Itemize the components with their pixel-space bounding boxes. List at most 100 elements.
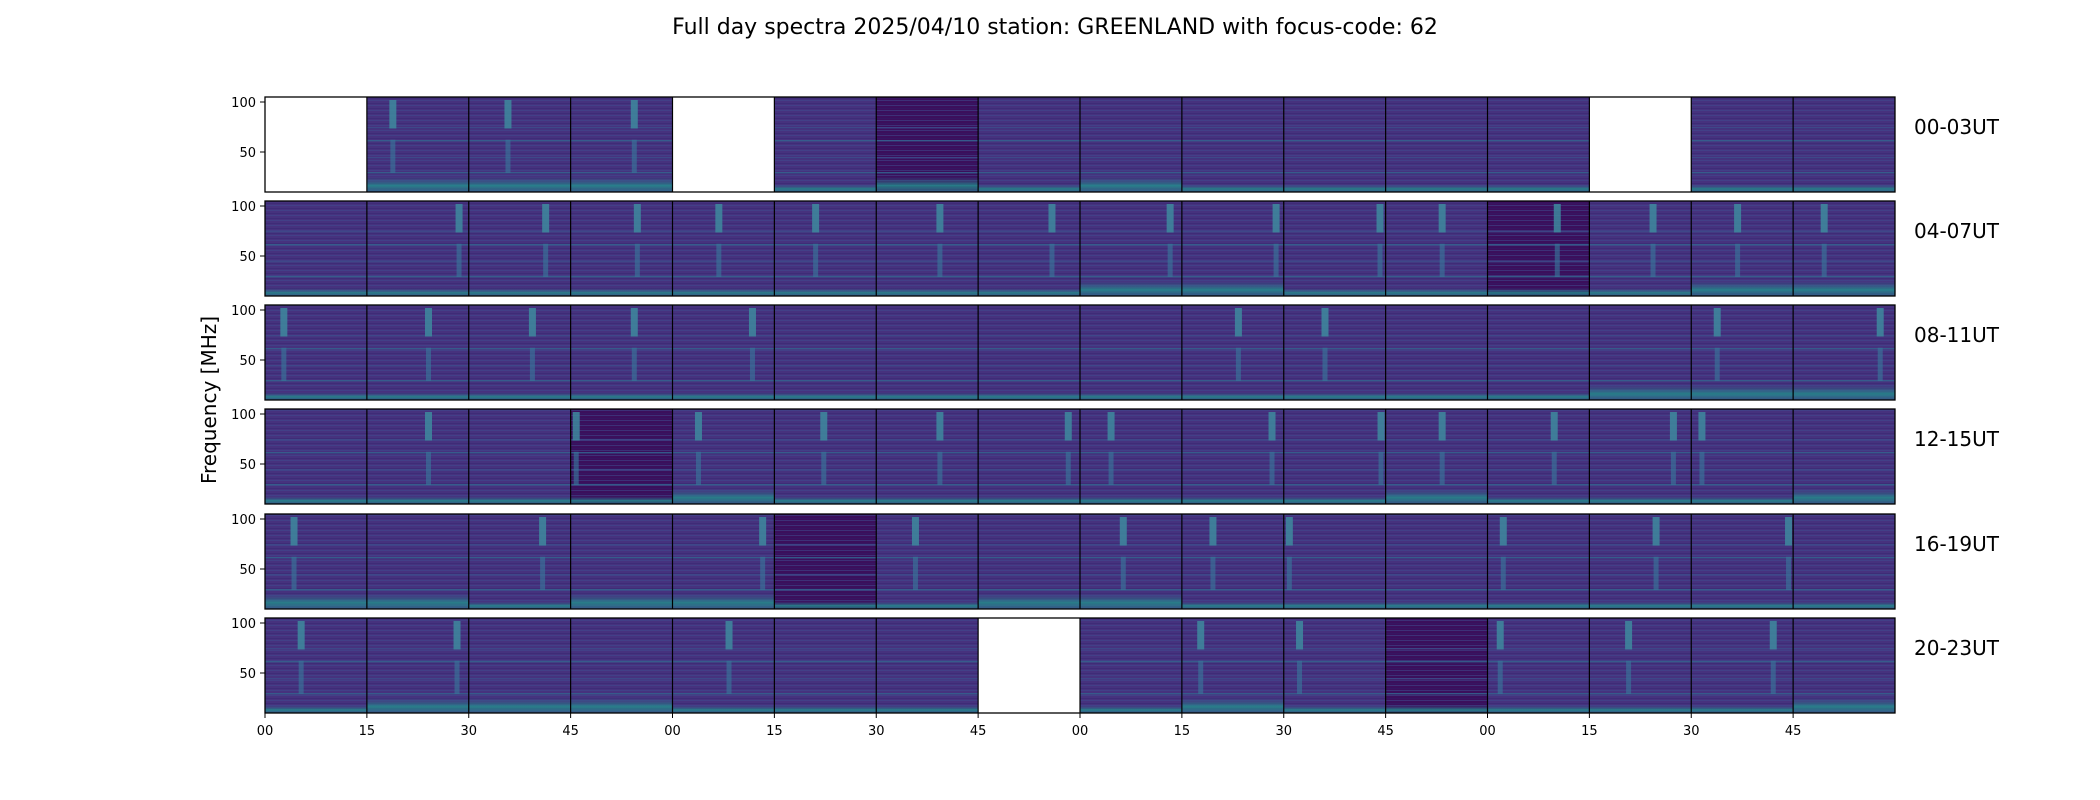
interference-line — [1793, 469, 1895, 471]
spectrum-panel — [1487, 409, 1590, 504]
spectrum-panel — [366, 201, 469, 296]
interference-line — [1691, 127, 1794, 129]
interference-line — [1080, 439, 1182, 441]
interference-line — [978, 365, 1080, 367]
interference-line — [1487, 439, 1590, 441]
spectrum-texture — [1181, 409, 1284, 504]
radio-burst-tail — [1439, 451, 1445, 485]
interference-line — [672, 544, 775, 546]
spectrum-texture — [774, 305, 877, 400]
interference-line — [1181, 380, 1284, 382]
spectrum-texture — [978, 97, 1080, 192]
spectrum-texture — [1385, 618, 1488, 713]
spectrum-panel — [265, 409, 367, 504]
radio-burst — [1438, 204, 1446, 233]
interference-line — [1080, 261, 1182, 263]
interference-line — [876, 661, 979, 663]
radio-burst — [633, 204, 641, 233]
interference-line — [570, 261, 673, 263]
spectrum-panel — [1181, 409, 1284, 504]
spectrum-panel — [1283, 514, 1386, 609]
radio-burst-tail — [1108, 451, 1114, 485]
radio-burst — [1734, 204, 1742, 233]
row-time-label: 00-03UT — [1914, 115, 2000, 139]
low-frequency-band — [570, 288, 673, 296]
spectrum-texture — [1487, 97, 1590, 192]
interference-line — [672, 589, 775, 591]
low-frequency-band — [1181, 392, 1284, 400]
low-frequency-band — [1691, 705, 1794, 713]
interference-line — [1283, 469, 1386, 471]
spectrum-texture — [265, 305, 367, 400]
interference-line — [366, 244, 469, 246]
interference-line — [1283, 439, 1386, 441]
radio-burst — [1553, 204, 1561, 233]
interference-line — [570, 452, 673, 454]
spectrum-texture — [1181, 305, 1284, 400]
empty-panel-fill — [265, 97, 367, 192]
interference-line — [876, 276, 979, 278]
interference-line — [570, 276, 673, 278]
spectrum-panel — [1793, 409, 1895, 504]
interference-line — [265, 574, 367, 576]
radio-burst — [1296, 621, 1304, 650]
radio-burst — [1499, 517, 1507, 546]
spectra-row — [265, 201, 1895, 296]
interference-line — [570, 439, 673, 441]
interference-line — [672, 439, 775, 441]
spectrum-panel — [672, 514, 775, 609]
spectrum-texture — [1080, 305, 1182, 400]
interference-line — [774, 661, 877, 663]
spectrum-texture — [1589, 514, 1692, 609]
interference-line — [1385, 574, 1488, 576]
radio-burst-tail — [1297, 660, 1303, 694]
interference-line — [366, 365, 469, 367]
interference-line — [570, 348, 673, 350]
spectrum-panel — [1793, 97, 1895, 192]
interference-line — [876, 172, 979, 174]
spectrum-texture — [1691, 409, 1794, 504]
low-frequency-band — [1283, 601, 1386, 609]
interference-line — [1691, 140, 1794, 142]
radio-burst — [1197, 621, 1205, 650]
interference-line — [1691, 439, 1794, 441]
interference-line — [1385, 140, 1488, 142]
low-frequency-band — [1793, 184, 1895, 192]
spectrum-texture — [1283, 201, 1386, 296]
spectrum-panel — [774, 97, 877, 192]
interference-line — [978, 335, 1080, 337]
interference-line — [774, 574, 877, 576]
interference-line — [978, 589, 1080, 591]
low-frequency-band — [1283, 705, 1386, 713]
radio-burst — [1048, 204, 1056, 233]
interference-line — [774, 380, 877, 382]
x-tick-label: 45 — [1377, 724, 1394, 739]
interference-line — [1080, 678, 1182, 680]
interference-line — [366, 484, 469, 486]
interference-line — [1181, 276, 1284, 278]
low-frequency-band — [876, 601, 979, 609]
interference-line — [1691, 244, 1794, 246]
interference-line — [1283, 693, 1386, 695]
spectrum-panel — [1691, 97, 1794, 192]
interference-line — [1691, 544, 1794, 546]
radio-burst-tail — [716, 243, 722, 277]
spectrum-panel — [468, 97, 571, 192]
radio-burst-tail — [291, 556, 297, 590]
interference-line — [1385, 365, 1488, 367]
interference-line — [876, 693, 979, 695]
low-frequency-band — [1283, 288, 1386, 296]
interference-line — [366, 589, 469, 591]
radio-burst-tail — [1198, 660, 1204, 694]
interference-line — [468, 140, 571, 142]
interference-line — [570, 661, 673, 663]
spectrum-panel — [978, 409, 1080, 504]
spectrum-panel — [570, 305, 673, 400]
radio-burst-tail — [281, 347, 287, 381]
interference-line — [1589, 261, 1692, 263]
interference-line — [1181, 348, 1284, 350]
interference-line — [1487, 380, 1590, 382]
low-frequency-band — [774, 601, 877, 609]
spectra-row — [265, 514, 1895, 609]
spectra-row — [265, 409, 1895, 504]
